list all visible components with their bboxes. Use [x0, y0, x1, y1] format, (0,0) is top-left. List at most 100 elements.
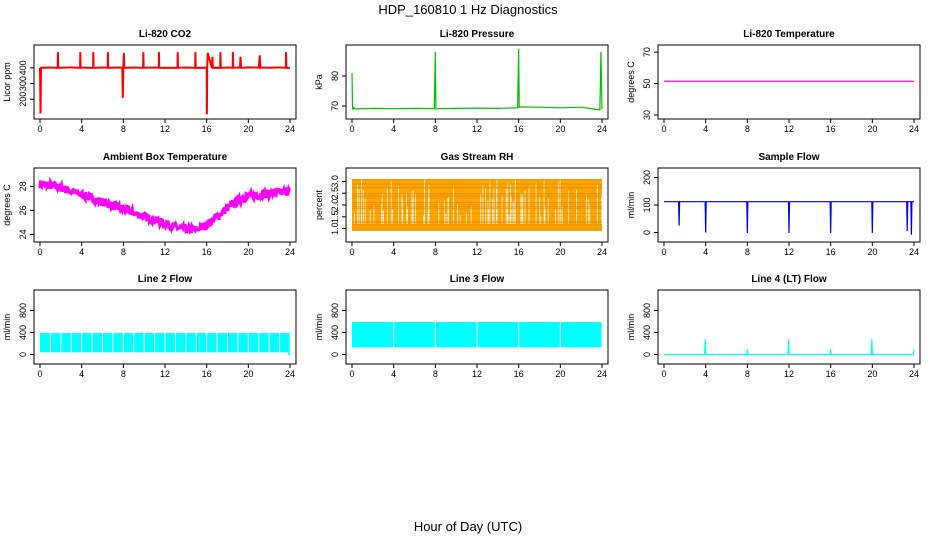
panel-1-ytick-label: 200 — [18, 92, 28, 107]
panel-5-xtick-label: 8 — [433, 247, 438, 257]
panel-6-xtick-label: 8 — [745, 247, 750, 257]
panel-4-ylabel: degrees C — [2, 184, 12, 226]
panel-2-title: Li-820 Pressure — [440, 29, 515, 40]
panel-6-ylabel: ml/min — [626, 192, 636, 219]
panel-7-xtick-label: 4 — [79, 369, 84, 379]
panel-3-ytick-label: 70 — [642, 47, 652, 57]
panel-8-title: Line 3 Flow — [450, 274, 505, 285]
panel-6-ytick-label: 0 — [642, 230, 652, 235]
panel-9-xtick-label: 12 — [784, 369, 794, 379]
panel-6-ytick-label: 100 — [642, 197, 652, 212]
panel-9-ylabel: ml/min — [626, 314, 636, 341]
panel-9-xtick-label: 4 — [703, 369, 708, 379]
panel-2-xtick-label: 0 — [349, 124, 354, 134]
panel-8-ytick-label: 800 — [330, 303, 340, 318]
panel-7-ytick-label: 800 — [18, 303, 28, 318]
panel-6-xtick-label: 16 — [826, 247, 836, 257]
panel-4-xtick-label: 12 — [160, 247, 170, 257]
panel-5-xtick-label: 24 — [597, 247, 607, 257]
panel-7-ytick-label: 0 — [18, 352, 28, 357]
panel-7-xtick-label: 20 — [243, 369, 253, 379]
panel-2-xtick-label: 16 — [514, 124, 524, 134]
panel-2-xtick-label: 12 — [472, 124, 482, 134]
panel-6-xtick-label: 24 — [909, 247, 919, 257]
panel-9-xtick-label: 24 — [909, 369, 919, 379]
panel-1-xtick-label: 0 — [37, 124, 42, 134]
panel-3-xtick-label: 4 — [703, 124, 708, 134]
panel-1-ytick-label: 400 — [18, 60, 28, 75]
panel-9-series-line — [664, 339, 915, 356]
panel-1-xtick-label: 24 — [285, 124, 295, 134]
panel-1-ytick-label: 300 — [18, 76, 28, 91]
panel-3-xtick-label: 16 — [826, 124, 836, 134]
panel-5-ytick-label: 2.5 — [330, 187, 340, 200]
panel-3-ylabel: degrees C — [626, 61, 636, 103]
panel-2-ytick-label: 70 — [330, 101, 340, 111]
panel-8-ylabel: ml/min — [314, 314, 324, 341]
panel-4-xtick-label: 16 — [202, 247, 212, 257]
panel-7-ytick-label: 400 — [18, 325, 28, 340]
panel-3-frame — [657, 44, 921, 120]
panel-5-ytick-label: 1.5 — [330, 211, 340, 224]
panel-7-xtick-label: 12 — [160, 369, 170, 379]
panel-8-xtick-label: 12 — [472, 369, 482, 379]
panel-2-xtick-label: 20 — [555, 124, 565, 134]
panel-9-xtick-label: 16 — [826, 369, 836, 379]
panel-5-ytick-label: 3.0 — [330, 175, 340, 188]
panel-5-ytick-label: 2.0 — [330, 199, 340, 212]
panel-2-xtick-label: 8 — [433, 124, 438, 134]
panel-9-xtick-label: 20 — [867, 369, 877, 379]
panel-9-xtick-label: 0 — [661, 369, 666, 379]
panel-5-ylabel: percent — [314, 189, 324, 220]
panel-4-xtick-label: 4 — [79, 247, 84, 257]
panel-7-frame — [33, 289, 297, 365]
panel-8-xtick-label: 8 — [433, 369, 438, 379]
panel-6-xtick-label: 12 — [784, 247, 794, 257]
panel-3-title: Li-820 Temperature — [743, 29, 835, 40]
panel-4-xtick-label: 0 — [37, 247, 42, 257]
panel-4-ytick-label: 24 — [18, 229, 28, 239]
panel-5-series-band — [352, 179, 602, 231]
panel-4-series-line — [38, 176, 291, 235]
panel-2-xtick-label: 24 — [597, 124, 607, 134]
panel-3-ytick-label: 50 — [642, 79, 652, 89]
panel-3-xtick-label: 8 — [745, 124, 750, 134]
panel-6-xtick-label: 20 — [867, 247, 877, 257]
panel-5-title: Gas Stream RH — [441, 152, 514, 163]
figure-title: HDP_160810 1 Hz Diagnostics — [378, 2, 558, 17]
panel-1-ylabel: Licor ppm — [2, 62, 12, 102]
panel-7-ylabel: ml/min — [2, 314, 12, 341]
panel-1-xtick-label: 16 — [202, 124, 212, 134]
panel-2-ytick-label: 80 — [330, 71, 340, 81]
panel-7-xtick-label: 0 — [37, 369, 42, 379]
panel-6-ytick-label: 200 — [642, 170, 652, 185]
panel-7-xtick-label: 16 — [202, 369, 212, 379]
panel-1-xtick-label: 4 — [79, 124, 84, 134]
panel-1-series-line — [39, 52, 290, 115]
panel-9-ytick-label: 0 — [642, 352, 652, 357]
panel-2-ylabel: kPa — [314, 74, 324, 90]
panel-5-xtick-label: 4 — [391, 247, 396, 257]
panel-8-xtick-label: 0 — [349, 369, 354, 379]
panel-8-xtick-label: 24 — [597, 369, 607, 379]
panel-4-xtick-label: 20 — [243, 247, 253, 257]
panel-3-ytick-label: 30 — [642, 110, 652, 120]
panel-9-xtick-label: 8 — [745, 369, 750, 379]
panel-4-ytick-label: 26 — [18, 205, 28, 215]
panel-1-xtick-label: 8 — [121, 124, 126, 134]
panel-6-xtick-label: 0 — [661, 247, 666, 257]
panel-4-xtick-label: 8 — [121, 247, 126, 257]
panel-2-series-line — [351, 48, 603, 111]
panel-8-xtick-label: 16 — [514, 369, 524, 379]
panel-5-xtick-label: 0 — [349, 247, 354, 257]
panel-4-frame — [33, 167, 297, 243]
panel-3-xtick-label: 20 — [867, 124, 877, 134]
panel-9-ytick-label: 800 — [642, 303, 652, 318]
panel-8-xtick-label: 20 — [555, 369, 565, 379]
panel-3-xtick-label: 0 — [661, 124, 666, 134]
panel-6-xtick-label: 4 — [703, 247, 708, 257]
panel-8-ytick-label: 400 — [330, 325, 340, 340]
panel-8-xtick-label: 4 — [391, 369, 396, 379]
panel-9-title: Line 4 (LT) Flow — [751, 274, 827, 285]
panel-5-ytick-label: 1.0 — [330, 222, 340, 235]
